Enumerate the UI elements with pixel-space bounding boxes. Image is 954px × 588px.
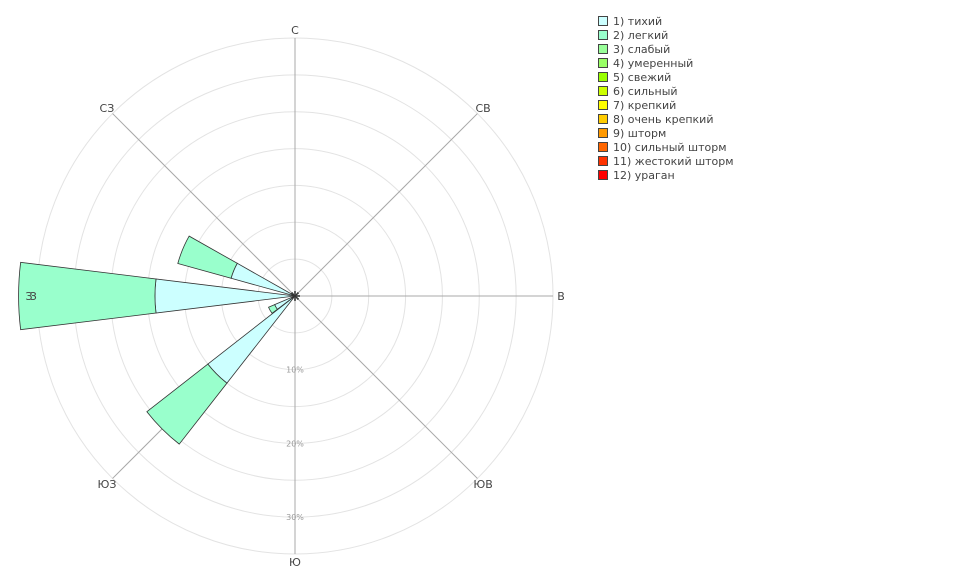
labels-group: С СВ В ЮВ Ю ЮЗ З СЗ 10% 20% 30% (25, 24, 564, 569)
legend-label: 11) жестокий шторм (613, 154, 734, 168)
legend-label: 2) легкий (613, 28, 669, 42)
legend-label: 10) сильный шторм (613, 140, 727, 154)
legend-item: 1) тихий (598, 14, 734, 28)
direction-label: В (557, 290, 565, 303)
legend-item: 5) свежий (598, 70, 734, 84)
ring-label: 10% (286, 366, 304, 375)
legend-swatch (598, 100, 608, 110)
petal-segment (295, 291, 300, 296)
direction-label: СЗ (100, 102, 115, 115)
petal-segment (268, 304, 278, 314)
legend-swatch (598, 72, 608, 82)
legend-swatch (598, 170, 608, 180)
petal-segment (295, 296, 300, 301)
direction-label: З (25, 290, 32, 303)
direction-label: ЮВ (473, 478, 492, 491)
direction-label: СВ (475, 102, 490, 115)
legend-swatch (598, 142, 608, 152)
legend-label: 8) очень крепкий (613, 112, 714, 126)
axis-line-8 (112, 113, 296, 297)
legend-item: 3) слабый (598, 42, 734, 56)
legend-swatch (598, 16, 608, 26)
direction-label: С (291, 24, 299, 37)
petal-segment (177, 235, 238, 279)
legend-label: 4) умеренный (613, 56, 694, 70)
legend-label: 6) сильный (613, 84, 678, 98)
legend-swatch (598, 128, 608, 138)
legend-item: 4) умеренный (598, 56, 734, 70)
petal-label: З (30, 290, 37, 303)
axis-line-4 (294, 295, 478, 479)
legend-item: 12) ураган (598, 168, 734, 182)
legend-label: 7) крепкий (613, 98, 677, 112)
legend-label: 5) свежий (613, 70, 672, 84)
legend-label: 1) тихий (613, 14, 663, 28)
petal-segment (294, 291, 296, 295)
legend-swatch (598, 30, 608, 40)
legend-item: 8) очень крепкий (598, 112, 734, 126)
legend-item: 9) шторм (598, 126, 734, 140)
ring-label: 30% (286, 513, 304, 522)
ring-label: 20% (286, 439, 304, 448)
legend-swatch (598, 86, 608, 96)
petal-segment (146, 363, 228, 445)
legend-item: 10) сильный шторм (598, 140, 734, 154)
legend-swatch (598, 58, 608, 68)
petal-segment (296, 295, 300, 297)
petal-segment (18, 261, 157, 331)
axis-line-2 (294, 113, 478, 297)
petal-segment (207, 295, 296, 384)
legend-item: 2) легкий (598, 28, 734, 42)
legend-swatch (598, 44, 608, 54)
petals-group: З (18, 235, 300, 445)
petal-segment (294, 297, 296, 301)
legend-label: 12) ураган (613, 168, 675, 182)
legend-label: 9) шторм (613, 126, 667, 140)
legend-item: 6) сильный (598, 84, 734, 98)
direction-label: ЮЗ (97, 478, 116, 491)
legend-swatch (598, 114, 608, 124)
legend-label: 3) слабый (613, 42, 671, 56)
legend-item: 7) крепкий (598, 98, 734, 112)
petal-segment (290, 291, 295, 296)
legend-item: 11) жестокий шторм (598, 154, 734, 168)
legend: 1) тихий 2) легкий 3) слабый 4) умеренный 5)… (598, 14, 734, 182)
legend-swatch (598, 156, 608, 166)
direction-label: Ю (289, 556, 301, 569)
